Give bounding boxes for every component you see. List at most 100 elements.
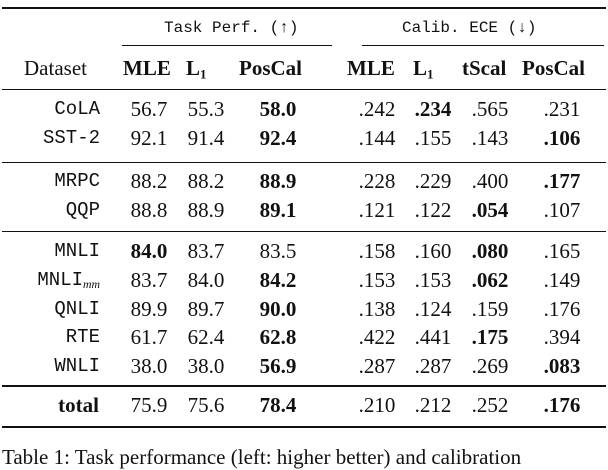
cell-c-l1: .287 [414,354,452,378]
cell-mle: 88.8 [130,198,168,222]
cell-c-tscal: .565 [471,97,509,121]
total-cell-c-l1: .212 [414,393,452,417]
cell-c-tscal: .143 [471,126,509,150]
cell-c-mle: .153 [358,268,396,292]
total-cell-c-tscal: .252 [471,393,509,417]
dataset-name: QNLI [54,298,100,320]
l1-base: L [186,56,201,80]
cell-mle: 88.2 [130,169,168,193]
cell-c-tscal: .175 [471,325,509,349]
cell-c-mle: .242 [358,97,396,121]
cell-mle: 84.0 [130,239,168,263]
cell-mle: 83.7 [130,268,168,292]
cell-c-poscal: .083 [543,354,581,378]
cell-l1: 88.2 [187,169,225,193]
total-cell-l1: 75.6 [187,393,225,417]
cell-l1: 62.4 [187,325,225,349]
column-header-poscal: PosCal [239,56,302,80]
table-top-rule [2,7,606,9]
column-header-calib-l1: L1 [413,56,434,86]
cell-l1: 83.7 [187,239,225,263]
cell-mle: 38.0 [130,354,168,378]
cell-c-l1: .234 [414,97,452,121]
cell-c-l1: .160 [414,239,452,263]
cell-poscal: 90.0 [259,297,297,321]
section-rule-total [2,385,606,387]
cell-c-poscal: .165 [543,239,581,263]
column-header-tscal: tScal [462,56,507,80]
dataset-name: MNLImm [37,269,100,291]
cell-mle: 56.7 [130,97,168,121]
l1-subscript: 1 [200,66,207,82]
cell-mle: 61.7 [130,325,168,349]
cell-c-l1: .155 [414,126,452,150]
column-header-dataset: Dataset [24,56,87,80]
total-cell-mle: 75.9 [130,393,168,417]
cell-c-l1: .441 [414,325,452,349]
cell-mle: 89.9 [130,297,168,321]
table-caption: Table 1: Task performance (left: higher … [2,445,522,469]
cell-c-tscal: .269 [471,354,509,378]
dataset-name: MRPC [54,170,100,192]
cell-c-poscal: .231 [543,97,581,121]
cell-c-l1: .229 [414,169,452,193]
cell-c-tscal: .159 [471,297,509,321]
dataset-name: SST-2 [42,127,100,149]
cell-c-mle: .138 [358,297,396,321]
l1-subscript: 1 [427,66,434,82]
cell-poscal: 62.8 [259,325,297,349]
dataset-name: WNLI [54,355,100,377]
cell-mle: 92.1 [130,126,168,150]
cell-poscal: 58.0 [259,97,297,121]
column-header-calib-mle: MLE [347,56,395,80]
cell-c-l1: .124 [414,297,452,321]
cell-poscal: 83.5 [259,239,297,263]
cell-l1: 55.3 [187,97,225,121]
cell-l1: 88.9 [187,198,225,222]
cell-c-poscal: .106 [543,126,581,150]
cell-l1: 89.7 [187,297,225,321]
cell-c-mle: .121 [358,198,396,222]
cell-l1: 38.0 [187,354,225,378]
cell-c-poscal: .177 [543,169,581,193]
cell-c-poscal: .149 [543,268,581,292]
cell-c-poscal: .107 [543,198,581,222]
cell-poscal: 88.9 [259,169,297,193]
group-header-calibration-ece: Calib. ECE (↓) [402,19,537,37]
section-rule-1 [2,162,606,163]
cell-l1: 91.4 [187,126,225,150]
dataset-name: RTE [65,326,100,348]
section-rule-2 [2,231,606,232]
cell-c-mle: .422 [358,325,396,349]
cell-c-mle: .287 [358,354,396,378]
group-rule-calib [362,45,604,46]
cell-c-l1: .153 [414,268,452,292]
cell-c-tscal: .062 [471,268,509,292]
dataset-name: CoLA [54,98,100,120]
total-label: total [58,393,99,417]
cell-c-l1: .122 [414,198,452,222]
cell-poscal: 84.2 [259,268,297,292]
dataset-name: MNLI [54,240,100,262]
header-rule [2,89,606,90]
cell-c-mle: .144 [358,126,396,150]
total-cell-c-poscal: .176 [543,393,581,417]
cell-c-poscal: .176 [543,297,581,321]
group-rule-task [122,45,332,46]
cell-c-tscal: .080 [471,239,509,263]
table-bottom-rule [2,426,606,428]
total-cell-c-mle: .210 [358,393,396,417]
cell-c-tscal: .054 [471,198,509,222]
cell-c-poscal: .394 [543,325,581,349]
cell-c-tscal: .400 [471,169,509,193]
group-header-task-performance: Task Perf. (↑) [164,19,299,37]
column-header-l1: L1 [186,56,207,86]
cell-l1: 84.0 [187,268,225,292]
total-cell-poscal: 78.4 [259,393,297,417]
l1-base: L [413,56,428,80]
cell-poscal: 89.1 [259,198,297,222]
cell-poscal: 92.4 [259,126,297,150]
cell-c-mle: .228 [358,169,396,193]
cell-poscal: 56.9 [259,354,297,378]
column-header-mle: MLE [123,56,171,80]
